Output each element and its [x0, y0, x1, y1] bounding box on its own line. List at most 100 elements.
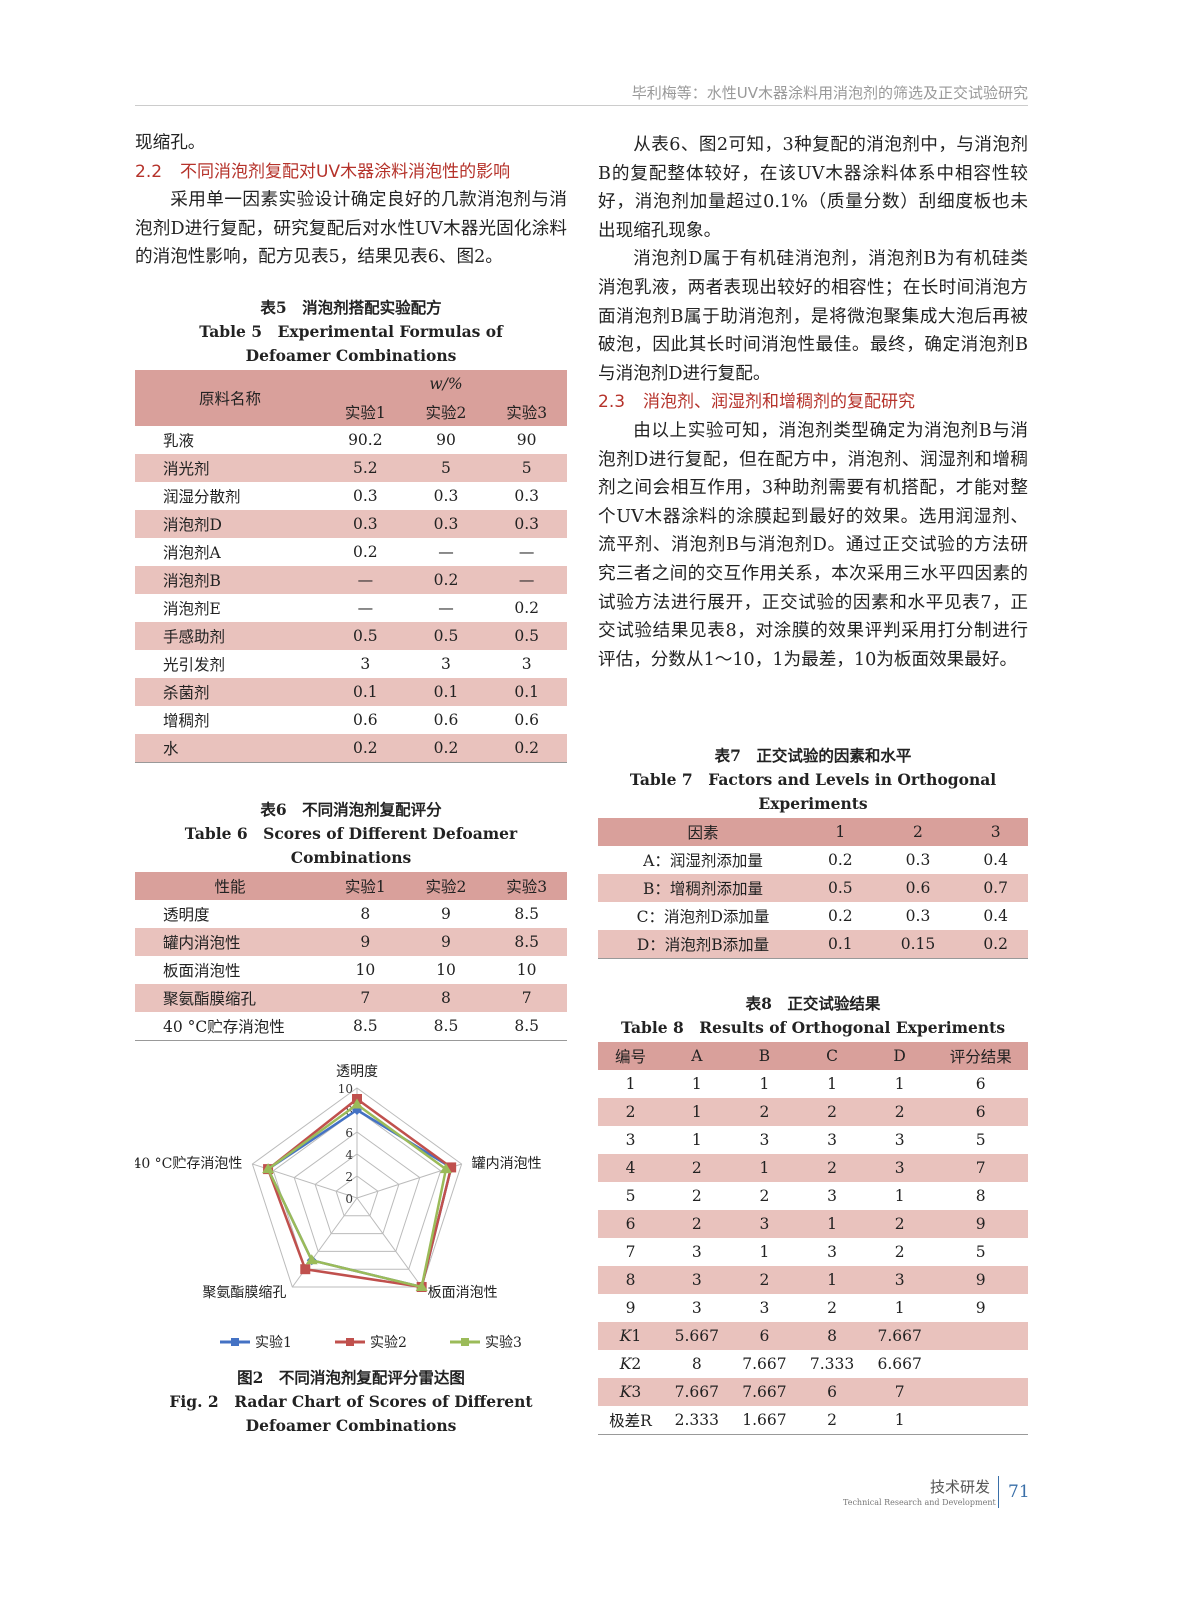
table7: 因素 1 2 3 A：润湿剂添加量 0.2 0.3 0.4 B：增稠剂添加量 0.5 0.6 0.7 C… [598, 818, 1028, 959]
table-cell: 3 [827, 1131, 837, 1149]
table-cell: — [518, 543, 535, 561]
table-cell: 2 [827, 1103, 837, 1121]
table-cell [933, 1322, 1028, 1350]
row-label: 聚氨酯膜缩孔 [163, 990, 257, 1008]
header-cell: A [691, 1047, 703, 1065]
row-label: 板面消泡性 [163, 962, 241, 980]
legend-label: 实验3 [485, 1335, 522, 1351]
table-cell: 0.2 [433, 738, 459, 757]
table-cell: 7.667 [877, 1327, 922, 1345]
grid-ring [251, 1087, 463, 1288]
section-number: 2.2 [135, 161, 163, 182]
table-cell: 8 [691, 1355, 702, 1373]
section-title: 消泡剂、润湿剂和增稠剂的复配研究 [643, 392, 916, 413]
table-row: K2 8 7.667 7.333 6.667 [598, 1350, 1028, 1378]
row-label: 润湿分散剂 [163, 488, 241, 506]
table-cell: 0.3 [433, 515, 459, 533]
row-label: 4 [625, 1159, 636, 1177]
legend-marker [461, 1338, 469, 1346]
paragraph: 由以上实验可知，消泡剂类型确定为消泡剂B与消泡剂D进行复配，但在配方中，消泡剂、… [598, 420, 1028, 670]
row-label: 消泡剂E [163, 600, 221, 618]
table-cell: — [357, 571, 374, 589]
table-cell: 3 [691, 1243, 702, 1261]
table-row: 润湿分散剂 0.3 0.3 0.3 [135, 482, 567, 510]
header-cell: 编号 [615, 1048, 647, 1066]
table-cell: 2 [691, 1159, 702, 1177]
table-cell: 6 [827, 1383, 837, 1401]
tick-label: 6 [345, 1126, 353, 1140]
table-cell: 8 [975, 1187, 986, 1205]
table6: 性能 实验1 实验2 实验3 透明度 8 9 8.5 罐内消泡性 9 9 8.5 板面消泡性 10 10 10… [135, 872, 567, 1041]
table-cell: 3 [759, 1299, 770, 1317]
table-cell: 3 [441, 655, 451, 673]
table-cell: 0.7 [983, 879, 1008, 897]
table-cell: 6 [759, 1327, 770, 1345]
section-heading-2-2: 2.2 不同消泡剂复配对UV木器涂料消泡性的影响 [135, 158, 567, 187]
table-cell: 8 [441, 989, 451, 1007]
table-cell: 2 [894, 1103, 905, 1121]
table-cell: 1.667 [742, 1410, 787, 1429]
axis-label: 聚氨酯膜缩孔 [202, 1285, 286, 1301]
table-cell [933, 1350, 1028, 1378]
header-cell: 性能 [214, 878, 246, 896]
table-cell: 1 [894, 1075, 905, 1093]
row-label: 7 [625, 1243, 636, 1261]
table-cell: 0.5 [514, 627, 539, 645]
row-label: 8 [625, 1271, 636, 1289]
table6-caption-en: Table 6 Scores of Different Defoamer Com… [184, 824, 518, 867]
figure2-caption: 图2 不同消泡剂复配评分雷达图 Fig. 2 Radar Chart of Sc… [135, 1366, 567, 1438]
row-label: A：润湿剂添加量 [643, 852, 763, 870]
table-cell: 1 [827, 1075, 837, 1093]
table-cell: — [438, 599, 454, 617]
table-cell: 1 [759, 1159, 770, 1177]
table-cell: 9 [360, 933, 371, 951]
table-cell: 3 [691, 1271, 702, 1289]
table-cell: 0.2 [353, 543, 378, 561]
table-row: 聚氨酯膜缩孔 7 8 7 [135, 984, 567, 1012]
table5-caption-cn: 表5 消泡剂搭配实验配方 [260, 298, 442, 317]
table-cell: 90 [436, 431, 456, 449]
row-label: 罐内消泡性 [163, 934, 241, 952]
table-row: 透明度 8 9 8.5 [135, 900, 567, 928]
header-cell: 3 [990, 823, 1001, 841]
table-cell: 0.4 [983, 907, 1008, 925]
row-label: 1 [625, 1075, 636, 1093]
table-cell: 3 [827, 1187, 837, 1205]
grid-ring [314, 1153, 400, 1235]
tick-label: 2 [345, 1170, 353, 1184]
table-cell: 3 [894, 1131, 905, 1149]
table-cell: 0.3 [905, 907, 931, 925]
table-cell: 8.5 [514, 1016, 539, 1035]
tick-label: 10 [338, 1082, 353, 1096]
table-cell: 9 [441, 933, 451, 951]
table-cell: 3 [827, 1243, 837, 1261]
grid-ring [272, 1109, 442, 1270]
table-cell: 10 [436, 961, 456, 979]
table-cell: 0.6 [514, 711, 539, 729]
table-cell: 6.667 [877, 1355, 922, 1373]
table7-caption-cn: 表7 正交试验的因素和水平 [714, 746, 912, 765]
row-label: 40 °C贮存消泡性 [163, 1017, 285, 1036]
table-cell: 8.5 [514, 933, 539, 951]
table-row: 板面消泡性 10 10 10 [135, 956, 567, 984]
table-cell: 0.3 [514, 487, 539, 505]
table-cell: 3 [894, 1271, 905, 1289]
table-cell: 7.667 [674, 1383, 719, 1401]
row-label: 透明度 [163, 906, 210, 924]
table-cell: 3 [759, 1131, 770, 1149]
series-line [266, 1102, 448, 1289]
figure2-caption-cn: 图2 不同消泡剂复配评分雷达图 [237, 1368, 465, 1387]
table-cell: 0.2 [983, 934, 1008, 953]
table-cell: 2 [759, 1187, 770, 1205]
row-label: 消光剂 [163, 460, 210, 478]
row-label: 消泡剂B [163, 572, 221, 590]
footer-section-en: Technical Research and Development [843, 1498, 996, 1507]
header-cell: 原料名称 [198, 390, 261, 408]
table-cell: 90.2 [348, 431, 383, 449]
row-label: 杀菌剂 [163, 684, 210, 702]
data-point [305, 1254, 318, 1265]
paragraph: 现缩孔。 [135, 133, 206, 153]
table-cell: 2 [759, 1271, 770, 1289]
table-cell: 0.4 [983, 851, 1008, 869]
header-cell: 实验3 [506, 404, 548, 422]
